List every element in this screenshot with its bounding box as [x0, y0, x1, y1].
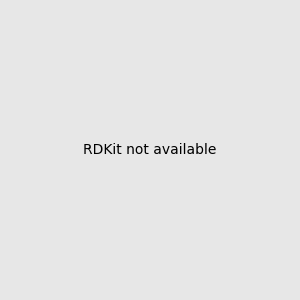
Text: RDKit not available: RDKit not available — [83, 143, 217, 157]
